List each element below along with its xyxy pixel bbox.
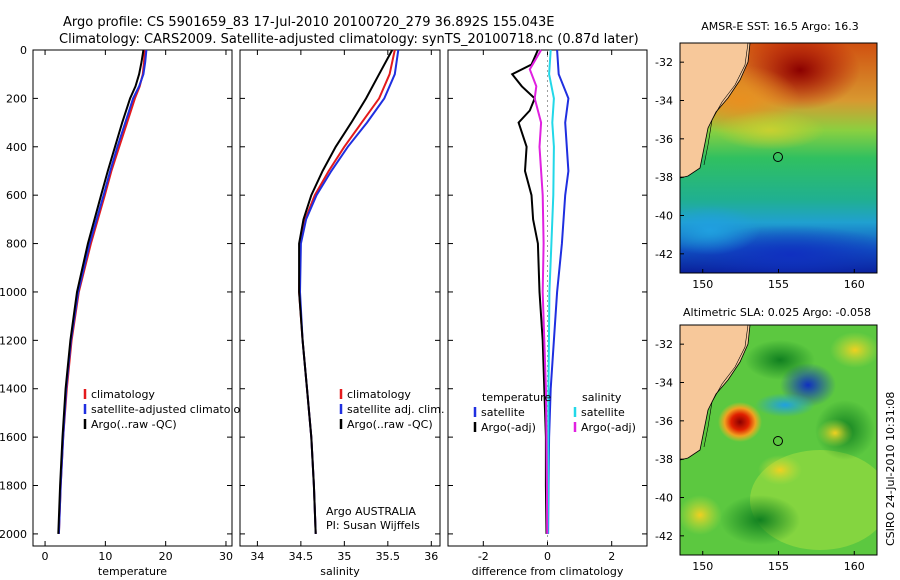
header-line-1: Argo profile: CS 5901659_83 17-Jul-2010 … xyxy=(63,15,554,30)
y-tick-label: 400 xyxy=(6,141,27,154)
sst-map-title: AMSR-E SST: 16.5 Argo: 16.3 xyxy=(701,20,859,33)
series-line-satellite xyxy=(547,49,570,534)
figure-header: Argo profile: CS 5901659_83 17-Jul-2010 … xyxy=(59,15,639,47)
sla-dark-green-3 xyxy=(720,495,800,545)
legend-label: climatology xyxy=(91,388,155,401)
sst-yellow-patch xyxy=(715,110,825,150)
sst-float-marker xyxy=(773,152,783,162)
plot-frame xyxy=(32,49,233,547)
x-tick-label: 20 xyxy=(159,550,173,563)
map-x-tick-label: 150 xyxy=(692,560,713,573)
sla-yellow-2 xyxy=(817,419,853,447)
map-y-tick-label: -34 xyxy=(655,95,673,108)
sst-shelf-contour xyxy=(703,43,749,166)
map-y-tick-label: -40 xyxy=(655,492,673,505)
profile-panel-1: 0 10 20 30 temperature 0 200 400 600 800 1000 1200 1… xyxy=(0,44,254,578)
map-y-tick-label: -36 xyxy=(655,133,673,146)
x-tick-label: 2 xyxy=(608,550,615,563)
sla-cyan-band xyxy=(755,393,815,417)
sla-warm-eddy xyxy=(718,402,762,442)
legend-label: Argo(..raw -QC) xyxy=(91,418,177,431)
map-x-tick-label: 160 xyxy=(844,560,865,573)
sla-float-marker xyxy=(773,436,783,446)
series-line-sat_sal xyxy=(546,49,555,534)
float-annotation: PI: Susan Wijffels xyxy=(326,519,420,532)
x-tick-label: 35 xyxy=(337,550,351,563)
y-tick-label: 1800 xyxy=(0,480,27,493)
map-y-tick-label: -32 xyxy=(655,338,673,351)
legend-label: satellite xyxy=(481,406,525,419)
map-x-tick-label: 155 xyxy=(768,560,789,573)
map-y-tick-label: -42 xyxy=(655,530,673,543)
sla-yellow-4 xyxy=(680,495,722,535)
x-tick-label: 34.5 xyxy=(289,550,314,563)
header-line-2: Climatology: CARS2009. Satellite-adjuste… xyxy=(59,32,639,47)
profile-panel-3: -2 0 2 difference from climatology temperatu… xyxy=(447,49,648,578)
x-tick-label: 34 xyxy=(250,550,264,563)
y-tick-label: 800 xyxy=(6,238,27,251)
sst-map: AMSR-E SST: 16.5 Argo: 16.3 150 155 160 -32… xyxy=(655,20,878,291)
x-tick-label: 0 xyxy=(42,550,49,563)
x-tick-label: 36 xyxy=(424,550,438,563)
legend-label: Argo(..raw -QC) xyxy=(347,418,433,431)
y-tick-label: 2000 xyxy=(0,528,27,541)
map-y-tick-label: -42 xyxy=(655,248,673,261)
x-tick-label: 35.5 xyxy=(376,550,401,563)
series-line-argo xyxy=(510,49,548,534)
x-tick-label: -2 xyxy=(478,550,489,563)
map-x-tick-label: 150 xyxy=(692,278,713,291)
legend-label: Argo(-adj) xyxy=(481,421,536,434)
plot-frame xyxy=(239,49,441,547)
x-tick-label: 30 xyxy=(219,550,233,563)
map-y-tick-label: -36 xyxy=(655,415,673,428)
map-x-tick-label: 160 xyxy=(844,278,865,291)
timestamp-label: CSIRO 24-Jul-2010 10:31:08 xyxy=(884,392,897,546)
legend-label: climatology xyxy=(347,388,411,401)
y-tick-label: 1600 xyxy=(0,431,27,444)
map-y-tick-label: -40 xyxy=(655,210,673,223)
profile-panel-2: 34 34.5 35 35.5 36 salinity climatology satelli… xyxy=(239,49,444,578)
map-y-tick-label: -38 xyxy=(655,171,673,184)
y-tick-label: 1200 xyxy=(0,334,27,347)
map-x-tick-label: 155 xyxy=(768,278,789,291)
x-tick-label: 10 xyxy=(98,550,112,563)
legend-label: satellite xyxy=(581,406,625,419)
y-tick-label: 1000 xyxy=(0,286,27,299)
sla-map-title: Altimetric SLA: 0.025 Argo: -0.058 xyxy=(683,306,871,319)
map-y-tick-label: -38 xyxy=(655,453,673,466)
series-line-argo xyxy=(57,49,145,534)
legend-label: Argo(-adj) xyxy=(581,421,636,434)
sla-yellow-3 xyxy=(758,455,802,485)
legend-label: satellite-adjusted climatology xyxy=(91,403,254,416)
sla-shelf-contour xyxy=(703,325,749,448)
series-line-argo xyxy=(298,49,394,534)
y-tick-label: 200 xyxy=(6,92,27,105)
sst-cyan-patch xyxy=(680,205,760,255)
sla-map: Altimetric SLA: 0.025 Argo: -0.058 150 15… xyxy=(655,306,878,573)
y-tick-label: 1400 xyxy=(0,383,27,396)
y-tick-label: 600 xyxy=(6,189,27,202)
y-tick-label: 0 xyxy=(20,44,27,57)
x-tick-label: 0 xyxy=(544,550,551,563)
legend-label: satellite adj. clim. xyxy=(347,403,444,416)
map-y-tick-label: -32 xyxy=(655,56,673,69)
float-annotation: Argo AUSTRALIA xyxy=(326,505,416,518)
series-line-argo_sal xyxy=(528,49,549,534)
x-axis-label: temperature xyxy=(98,565,167,578)
legend-title-salinity: salinity xyxy=(582,391,622,404)
x-axis-label: salinity xyxy=(320,565,360,578)
x-axis-label: difference from climatology xyxy=(472,565,624,578)
sla-yellow-1 xyxy=(830,332,877,368)
legend-title-temperature: temperature xyxy=(482,391,551,404)
map-y-tick-label: -34 xyxy=(655,377,673,390)
